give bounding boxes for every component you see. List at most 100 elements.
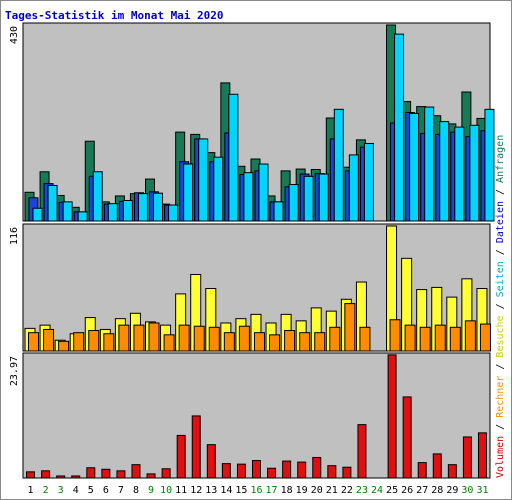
x-tick-label: 20 [311,485,323,496]
x-tick-label: 6 [103,485,109,496]
x-tick-label: 12 [190,485,202,496]
bar-seiten-28 [439,121,450,222]
bar-seiten-2 [47,184,58,222]
bar-rechner-27 [419,326,431,352]
x-tick-label: 3 [58,485,64,496]
bar-seiten-21 [333,108,344,222]
bar-rechner-22 [344,303,356,352]
bar-rechner-17 [269,334,281,352]
legend-separator: / [495,418,506,436]
bar-rechner-3 [58,340,70,352]
bar-rechner-14 [223,332,235,352]
bar-volumen-27 [417,462,427,479]
x-tick-label: 25 [386,485,398,496]
x-tick-label: 16 [250,485,262,496]
bar-seiten-18 [288,184,299,222]
bar-volumen-5 [86,467,96,479]
bar-volumen-20 [312,456,322,479]
legend-entry-dateien: Dateien [495,201,506,243]
bar-volumen-4 [71,475,81,479]
bar-rechner-10 [163,334,175,352]
bar-volumen-19 [297,461,307,479]
bar-volumen-22 [342,466,352,479]
bar-rechner-30 [464,320,476,352]
bar-rechner-28 [434,324,446,352]
bar-rechner-6 [103,333,115,352]
y-max-label: 116 [9,227,20,245]
legend-entry-anfragen: Anfragen [495,135,506,183]
x-tick-label: 18 [281,485,293,496]
bar-volumen-7 [116,470,126,479]
bar-seiten-4 [77,211,88,222]
bar-seiten-15 [243,172,254,222]
bar-volumen-10 [161,468,171,479]
x-tick-label: 17 [266,485,278,496]
bar-volumen-9 [146,473,156,479]
bar-seiten-10 [168,204,179,222]
bar-rechner-20 [314,332,326,352]
bar-volumen-3 [56,475,66,479]
bar-volumen-14 [221,463,231,479]
bar-volumen-30 [462,436,472,479]
bar-rechner-15 [238,325,250,352]
bar-volumen-21 [327,465,337,479]
bar-seiten-8 [137,193,148,222]
bar-rechner-23 [359,326,371,352]
bar-seiten-17 [273,201,284,222]
bar-volumen-31 [477,432,487,479]
bar-seiten-27 [424,106,435,222]
x-axis-labels: 1 2 3 4 5 6 7 8 9 10 11 12 13 14 15 16 17 18 19 20 21 22 23 24 2… [28,485,489,496]
x-tick-label: 15 [235,485,247,496]
bar-volumen-28 [432,453,442,479]
bar-volumen-12 [191,415,201,479]
bar-rechner-19 [299,332,311,352]
x-tick-label: 2 [43,485,49,496]
bar-seiten-9 [153,192,164,222]
bar-seiten-13 [213,156,224,222]
bar-seiten-7 [122,199,133,222]
legend-entry-besuche: Besuche [495,315,506,357]
y-max-label: 23.97 [9,356,20,386]
bar-seiten-3 [62,201,73,222]
x-tick-label: 27 [416,485,428,496]
bar-volumen-11 [176,434,186,479]
bar-seiten-6 [107,203,118,222]
legend-entry-rechner: Rechner [495,376,506,418]
x-tick-label: 8 [133,485,139,496]
bar-seiten-26 [409,112,420,222]
bar-volumen-25 [387,354,397,479]
x-tick-label: 4 [73,485,79,496]
bar-volumen-6 [101,468,111,479]
bar-volumen-15 [236,463,246,479]
panel-3: 23.97 [9,352,491,479]
series-rechner [28,303,491,352]
legend-separator: / [495,297,506,315]
bar-rechner-12 [193,325,205,352]
legend-separator: / [495,358,506,376]
x-tick-label: 10 [160,485,172,496]
bar-seiten-1 [32,207,43,222]
x-tick-label: 14 [220,485,232,496]
plot-area [22,352,491,479]
bar-rechner-18 [284,330,296,352]
x-tick-label: 9 [148,485,154,496]
bar-seiten-29 [454,126,465,222]
bar-volumen-8 [131,464,141,479]
bar-seiten-23 [363,143,374,222]
x-tick-label: 1 [28,485,34,496]
legend-separator: / [495,183,506,201]
x-tick-label: 21 [326,485,338,496]
x-tick-label: 7 [118,485,124,496]
bar-rechner-11 [178,324,190,352]
x-tick-label: 13 [205,485,217,496]
x-tick-label: 24 [371,485,383,496]
y-max-label: 430 [9,26,20,44]
legend-entry-seiten: Seiten [495,261,506,297]
bar-volumen-18 [282,460,292,479]
legend-entry-volumen: Volumen [495,436,506,478]
bar-rechner-9 [148,322,160,352]
x-tick-label: 30 [461,485,473,496]
bar-volumen-1 [26,471,36,479]
